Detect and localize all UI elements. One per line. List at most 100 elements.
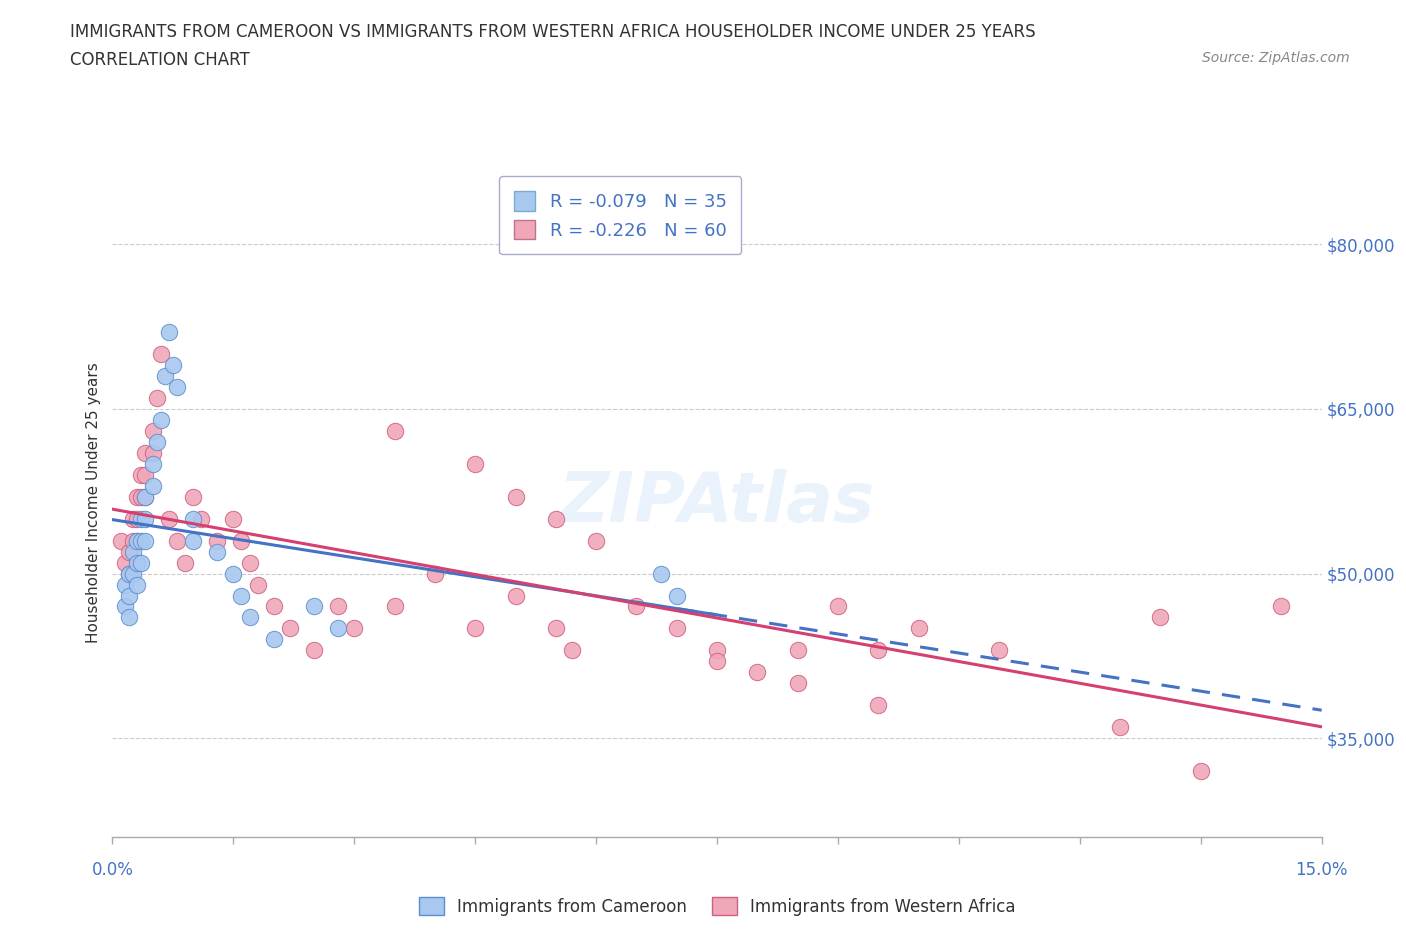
Point <box>125 533 148 548</box>
Point <box>166 379 188 394</box>
Point <box>263 632 285 647</box>
Point <box>181 512 204 526</box>
Point <box>786 643 808 658</box>
Point <box>665 621 688 636</box>
Point <box>222 512 245 526</box>
Point <box>146 391 169 405</box>
Point <box>544 621 567 636</box>
Point <box>121 544 143 559</box>
Point <box>868 643 890 658</box>
Point <box>464 621 486 636</box>
Text: 0.0%: 0.0% <box>91 860 134 879</box>
Point <box>134 512 156 526</box>
Point <box>747 665 769 680</box>
Point <box>706 654 728 669</box>
Point <box>181 533 204 548</box>
Point <box>129 489 152 504</box>
Point <box>1270 599 1292 614</box>
Point <box>505 489 527 504</box>
Point <box>114 599 136 614</box>
Point <box>246 578 269 592</box>
Point <box>142 423 165 438</box>
Point <box>142 478 165 493</box>
Point <box>665 588 688 603</box>
Point <box>134 533 156 548</box>
Point <box>423 566 446 581</box>
Point <box>263 599 285 614</box>
Point <box>278 621 301 636</box>
Point <box>174 555 197 570</box>
Point <box>134 445 156 460</box>
Point <box>181 489 204 504</box>
Text: Source: ZipAtlas.com: Source: ZipAtlas.com <box>1202 51 1350 65</box>
Point <box>207 533 229 548</box>
Point <box>302 643 325 658</box>
Point <box>166 533 188 548</box>
Point <box>121 566 143 581</box>
Point <box>238 610 260 625</box>
Point <box>125 555 148 570</box>
Point <box>129 512 152 526</box>
Point <box>125 512 148 526</box>
Point <box>142 457 165 472</box>
Text: IMMIGRANTS FROM CAMEROON VS IMMIGRANTS FROM WESTERN AFRICA HOUSEHOLDER INCOME UN: IMMIGRANTS FROM CAMEROON VS IMMIGRANTS F… <box>70 23 1036 41</box>
Point <box>142 445 165 460</box>
Y-axis label: Householder Income Under 25 years: Householder Income Under 25 years <box>86 362 101 643</box>
Point <box>117 588 139 603</box>
Point <box>114 555 136 570</box>
Point <box>157 325 180 339</box>
Text: ZIPAtlas: ZIPAtlas <box>560 469 875 536</box>
Point <box>153 368 176 383</box>
Point <box>117 566 139 581</box>
Point <box>129 533 152 548</box>
Point <box>222 566 245 581</box>
Point <box>129 467 152 482</box>
Point <box>464 457 486 472</box>
Point <box>561 643 583 658</box>
Point <box>238 555 260 570</box>
Point <box>302 599 325 614</box>
Point <box>384 423 406 438</box>
Point <box>384 599 406 614</box>
Point <box>162 357 184 372</box>
Point <box>157 512 180 526</box>
Point <box>114 578 136 592</box>
Point <box>988 643 1011 658</box>
Point <box>121 533 143 548</box>
Legend: Immigrants from Cameroon, Immigrants from Western Africa: Immigrants from Cameroon, Immigrants fro… <box>412 890 1022 923</box>
Point <box>117 610 139 625</box>
Point <box>190 512 212 526</box>
Point <box>505 588 527 603</box>
Point <box>650 566 672 581</box>
Point <box>231 533 253 548</box>
Point <box>827 599 849 614</box>
Point <box>786 676 808 691</box>
Point <box>134 489 156 504</box>
Point <box>544 512 567 526</box>
Point <box>207 544 229 559</box>
Text: 15.0%: 15.0% <box>1295 860 1348 879</box>
Point <box>117 566 139 581</box>
Point <box>328 621 350 636</box>
Point <box>328 599 350 614</box>
Point <box>117 544 139 559</box>
Point <box>626 599 648 614</box>
Point <box>146 434 169 449</box>
Point <box>868 698 890 712</box>
Point <box>125 533 148 548</box>
Point <box>706 643 728 658</box>
Point <box>907 621 929 636</box>
Point <box>231 588 253 603</box>
Point <box>149 412 172 427</box>
Point <box>585 533 607 548</box>
Point <box>1109 720 1132 735</box>
Text: CORRELATION CHART: CORRELATION CHART <box>70 51 250 69</box>
Point <box>149 347 172 362</box>
Point <box>129 555 152 570</box>
Point <box>134 467 156 482</box>
Point <box>1189 764 1212 778</box>
Point <box>125 489 148 504</box>
Point <box>110 533 132 548</box>
Point <box>125 578 148 592</box>
Point <box>343 621 366 636</box>
